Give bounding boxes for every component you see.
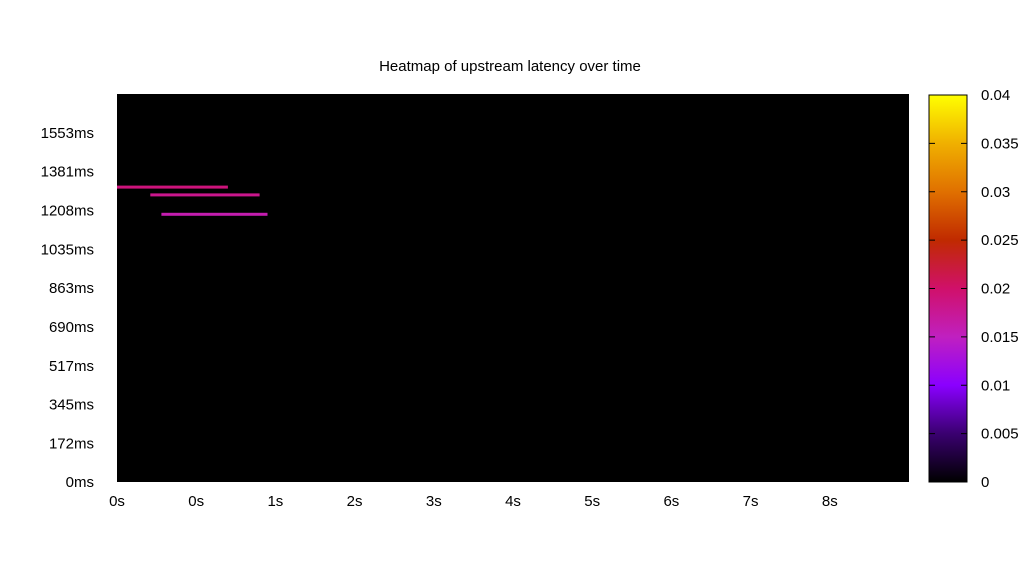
- x-tick-label: 4s: [505, 493, 521, 510]
- x-tick-label: 6s: [663, 493, 679, 510]
- y-tick-label: 863ms: [49, 280, 94, 297]
- colorbar-tick-label: 0: [981, 474, 989, 491]
- heatmap-cells: [117, 185, 268, 216]
- y-tick-label: 345ms: [49, 396, 94, 413]
- x-tick-label: 8s: [822, 493, 838, 510]
- y-tick-label: 0ms: [66, 474, 94, 491]
- x-tick-label: 5s: [584, 493, 600, 510]
- y-tick-label: 517ms: [49, 358, 94, 375]
- colorbar-tick-label: 0.035: [981, 135, 1019, 152]
- x-tick-label: 2s: [347, 493, 363, 510]
- x-tick-label: 0s: [188, 493, 204, 510]
- y-tick-label: 172ms: [49, 435, 94, 452]
- y-axis: 0ms 172ms 345ms 517ms 690ms 863ms 1035ms 1208ms…: [41, 125, 94, 491]
- chart-title: Heatmap of upstream latency over time: [379, 58, 641, 75]
- colorbar-tick-label: 0.02: [981, 281, 1010, 298]
- colorbar-tick-label: 0.015: [981, 329, 1019, 346]
- y-tick-label: 1035ms: [41, 241, 94, 258]
- heatmap-cell: [150, 193, 260, 197]
- y-tick-label: 1208ms: [41, 202, 94, 219]
- heatmap-cell: [161, 212, 268, 216]
- colorbar-axis: 0 0.005 0.01 0.015 0.02 0.025 0.03 0.035 0.04: [929, 87, 1019, 491]
- colorbar-tick-label: 0.005: [981, 426, 1019, 443]
- x-axis: 0s 0s 1s 2s 3s 4s 5s 6s 7s 8s: [109, 493, 838, 510]
- y-tick-label: 1381ms: [41, 164, 94, 181]
- colorbar-tick-label: 0.04: [981, 87, 1010, 104]
- colorbar-tick-label: 0.01: [981, 377, 1010, 394]
- y-tick-label: 1553ms: [41, 125, 94, 142]
- x-tick-label: 3s: [426, 493, 442, 510]
- x-tick-label: 0s: [109, 493, 125, 510]
- x-tick-label: 7s: [743, 493, 759, 510]
- x-tick-label: 1s: [267, 493, 283, 510]
- plot-area: [117, 94, 909, 482]
- y-tick-label: 690ms: [49, 319, 94, 336]
- heatmap-cell: [117, 185, 228, 189]
- colorbar-tick-label: 0.025: [981, 232, 1019, 249]
- colorbar-tick-label: 0.03: [981, 184, 1010, 201]
